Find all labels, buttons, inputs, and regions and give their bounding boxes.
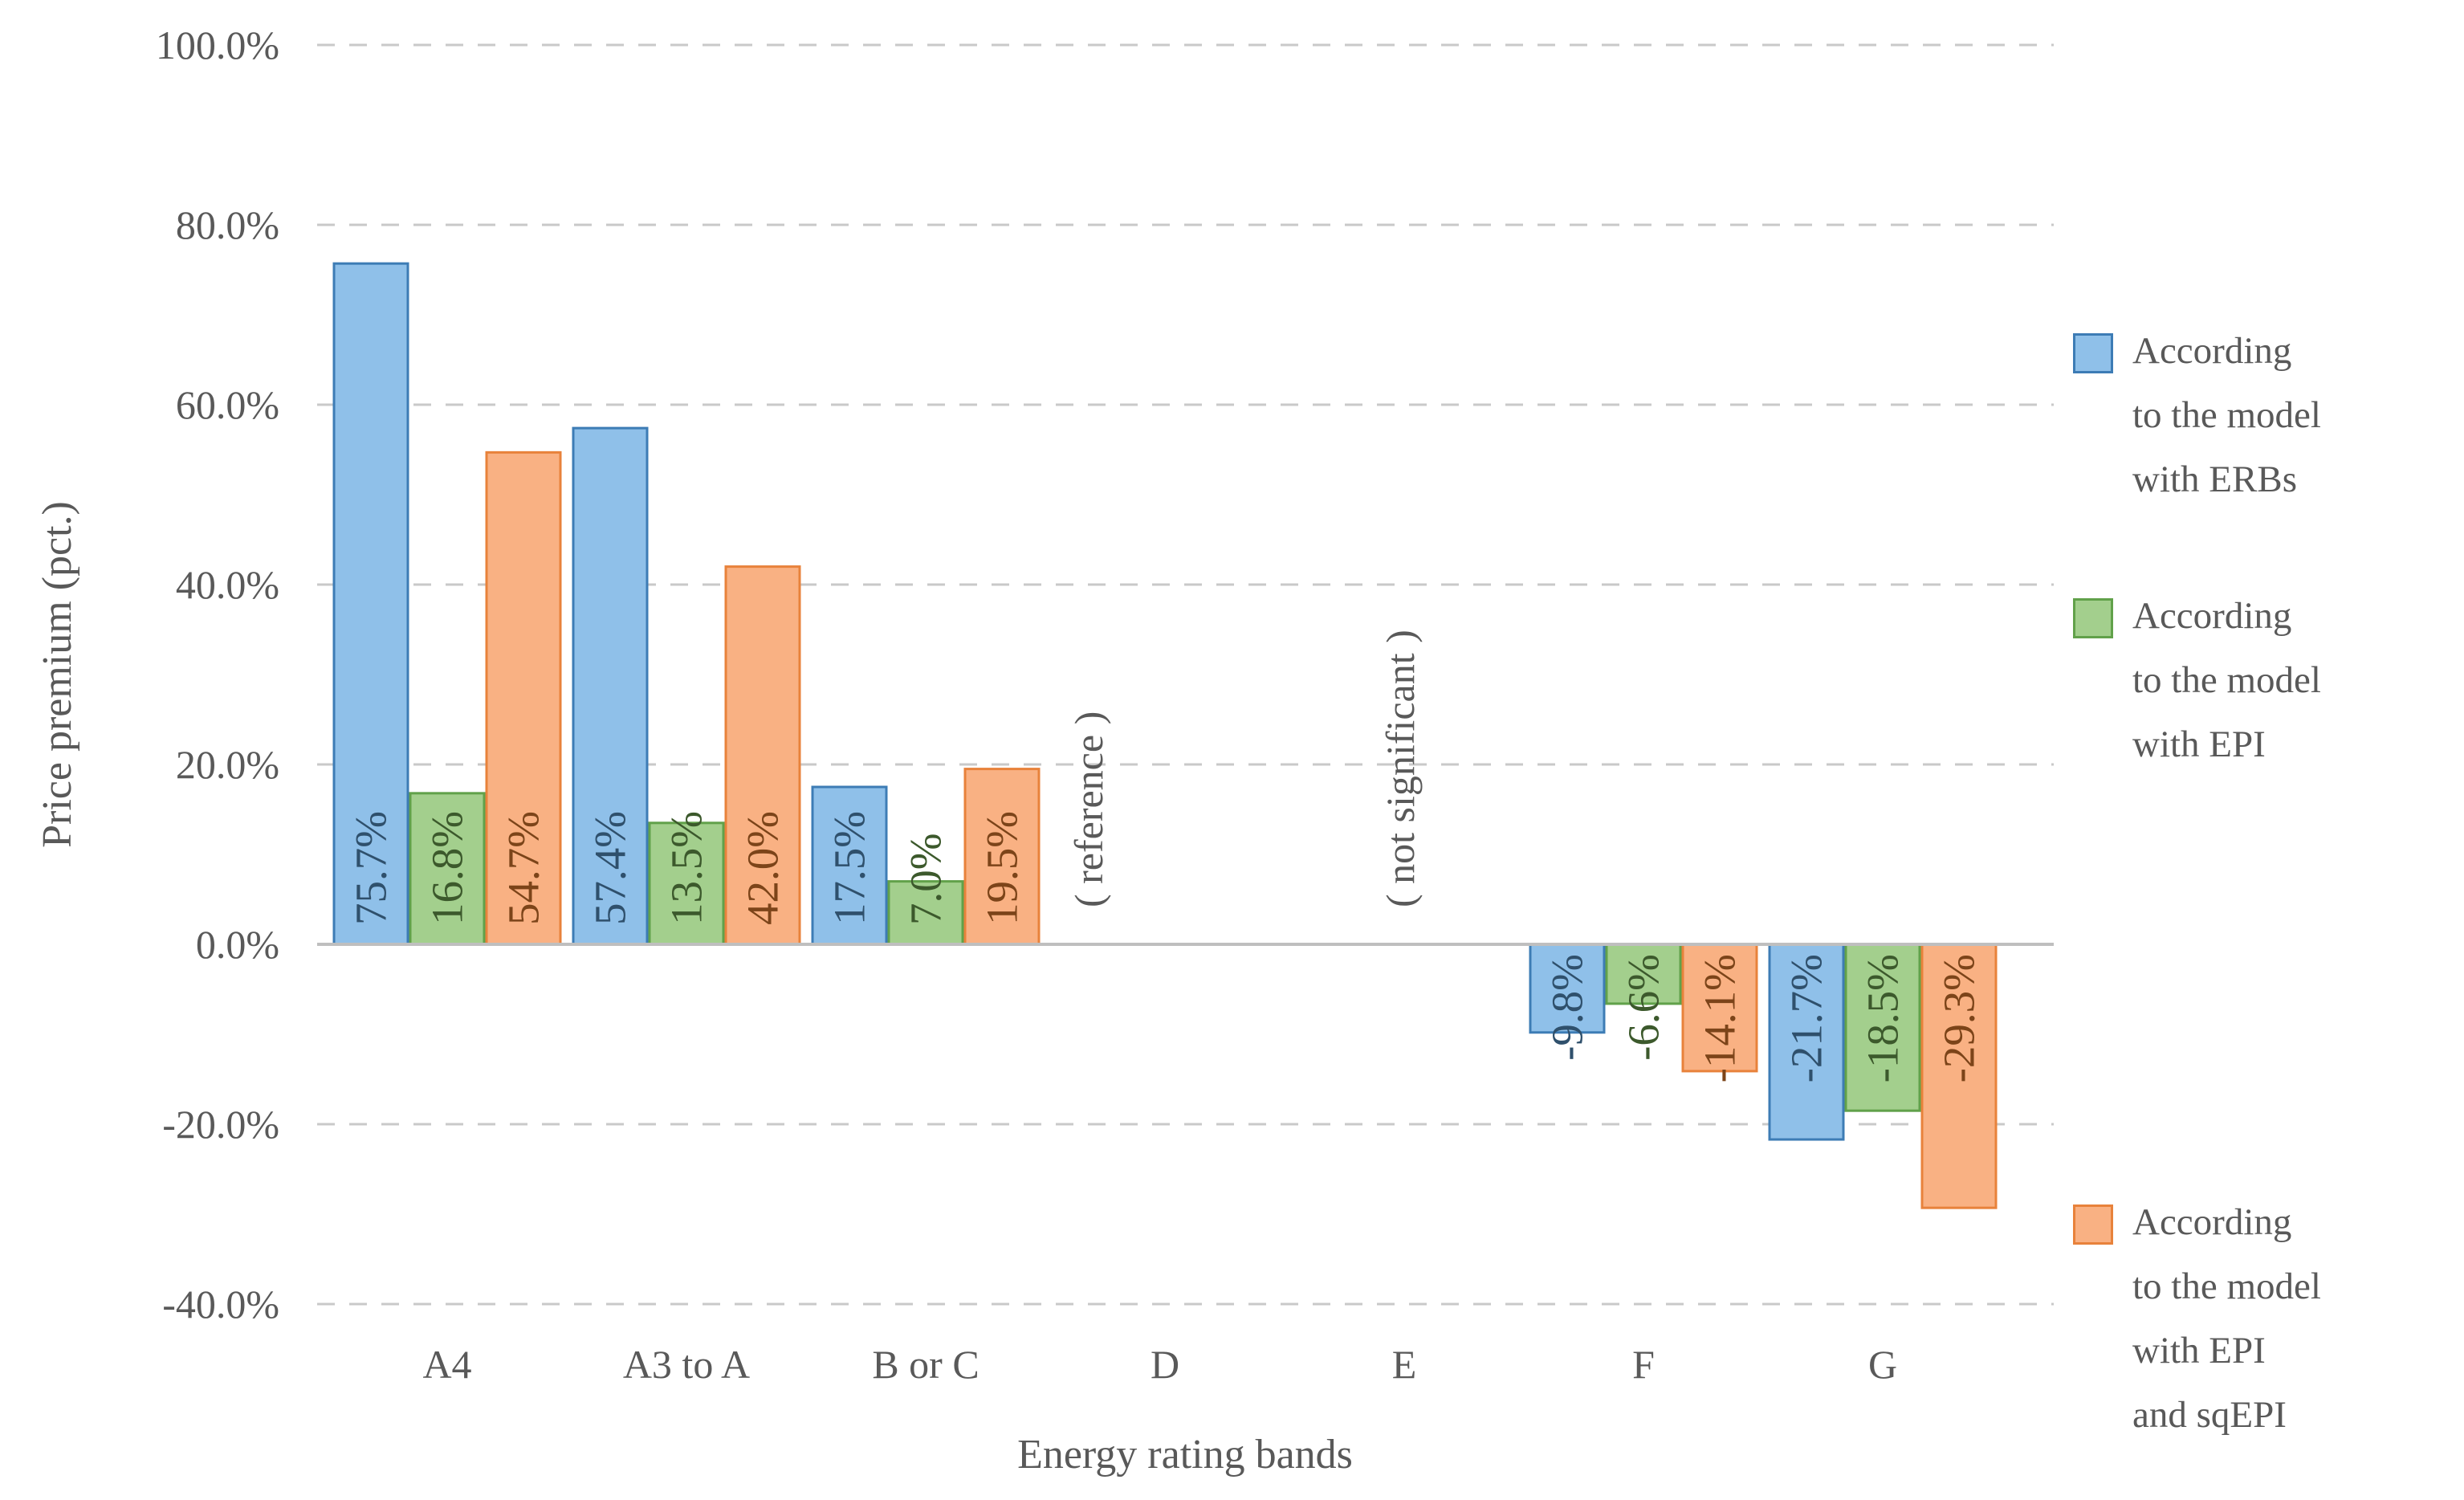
x-category-label: E [1392, 1342, 1417, 1387]
x-category-label: B or C [872, 1342, 979, 1387]
y-tick-label: -40.0% [162, 1282, 279, 1327]
x-category-label: D [1151, 1342, 1179, 1387]
annotations: ( reference ) ( not significant ) [1066, 630, 1423, 907]
bar-data-label: 54.7% [499, 811, 548, 925]
legend-label: According to the model with EPI [2132, 584, 2321, 776]
bar-series3-A3 to A [724, 565, 801, 946]
bar-series1-A3 to A [572, 426, 649, 946]
bar-series3-G [1920, 943, 1998, 1209]
legend-item-series3: According to the model with EPI and sqEPI [2073, 1190, 2321, 1447]
legend-item-series2: According to the model with EPI [2073, 584, 2321, 776]
legend-swatch-series2 [2073, 598, 2113, 638]
bar-data-label: 16.8% [423, 811, 472, 925]
y-axis-tick-labels: 100.0% 80.0% 60.0% 40.0% 20.0% 0.0% -20.0% -40.… [156, 22, 279, 1327]
bar-data-label: 13.5% [662, 811, 711, 925]
bar-data-label: 42.0% [739, 811, 788, 925]
legend-label-line: According [2132, 1201, 2292, 1243]
legend-swatch-series1 [2073, 333, 2113, 373]
y-tick-label: -20.0% [162, 1102, 279, 1147]
y-tick-label: 60.0% [176, 382, 279, 427]
bar-data-label: -18.5% [1859, 954, 1908, 1082]
legend-label-line: According [2132, 330, 2292, 372]
y-tick-label: 100.0% [156, 22, 279, 67]
legend-item-series1: According to the model with ERBs [2073, 319, 2321, 512]
bar-data-label: -21.7% [1782, 954, 1831, 1082]
y-tick-label: 40.0% [176, 562, 279, 607]
legend-label-line: with EPI [2132, 1330, 2266, 1372]
legend-label: According to the model with ERBs [2132, 319, 2321, 512]
legend-label-line: According [2132, 595, 2292, 637]
bar-series1-F [1529, 943, 1606, 1034]
bar-series1-G [1768, 943, 1845, 1141]
bar-series2-B or C [887, 880, 964, 946]
chart-legend: According to the model with ERBs According t… [2073, 0, 2464, 1500]
bar-series3-A4 [485, 450, 562, 946]
legend-label-line: and sqEPI [2132, 1394, 2287, 1436]
legend-label: According to the model with EPI and sqEPI [2132, 1190, 2321, 1447]
bar-data-label: 19.5% [978, 811, 1027, 925]
bar-data-label: -9.8% [1543, 954, 1592, 1061]
y-tick-label: 20.0% [176, 742, 279, 787]
bar-series2-A3 to A [648, 821, 725, 946]
category-annotation: ( reference ) [1066, 711, 1111, 907]
legend-label-line: with EPI [2132, 724, 2266, 765]
bar-series2-G [1844, 943, 1921, 1112]
bar-data-label: -6.6% [1619, 954, 1668, 1061]
bar-series3-B or C [963, 768, 1041, 946]
bar-data-label: 17.5% [825, 811, 874, 925]
bar-series2-A4 [409, 792, 486, 946]
bars [332, 262, 1998, 1209]
y-tick-label: 0.0% [196, 922, 279, 967]
category-annotation: ( not significant ) [1378, 630, 1423, 907]
x-category-label: A4 [422, 1342, 471, 1387]
bar-data-label: -29.3% [1935, 954, 1984, 1082]
legend-label-line: to the model [2132, 659, 2321, 701]
bar-data-label: 7.0% [902, 833, 951, 925]
x-axis-title: Energy rating bands [1017, 1432, 1353, 1478]
legend-label-line: to the model [2132, 394, 2321, 436]
x-axis-category-labels: A4 A3 to A B or C D E F G [422, 1342, 1897, 1387]
bar-data-label: -14.1% [1696, 954, 1745, 1082]
y-tick-label: 80.0% [176, 202, 279, 247]
data-labels: 75.7% 57.4% 17.5% -9.8% -21.7% 16.8% 13.5% 7.0%… [347, 811, 1984, 1082]
legend-label-line: with ERBs [2132, 459, 2298, 500]
x-category-label: G [1868, 1342, 1897, 1387]
bar-series2-F [1605, 943, 1682, 1005]
bar-data-label: 57.4% [586, 811, 635, 925]
bar-series1-B or C [811, 785, 888, 946]
legend-swatch-series3 [2073, 1204, 2113, 1245]
x-category-label: F [1632, 1342, 1655, 1387]
bar-data-label: 75.7% [347, 811, 396, 925]
x-category-label: A3 to A [623, 1342, 750, 1387]
y-axis-title: Price premium (pct.) [35, 501, 80, 848]
legend-label-line: to the model [2132, 1266, 2321, 1307]
bar-series3-F [1681, 943, 1758, 1073]
